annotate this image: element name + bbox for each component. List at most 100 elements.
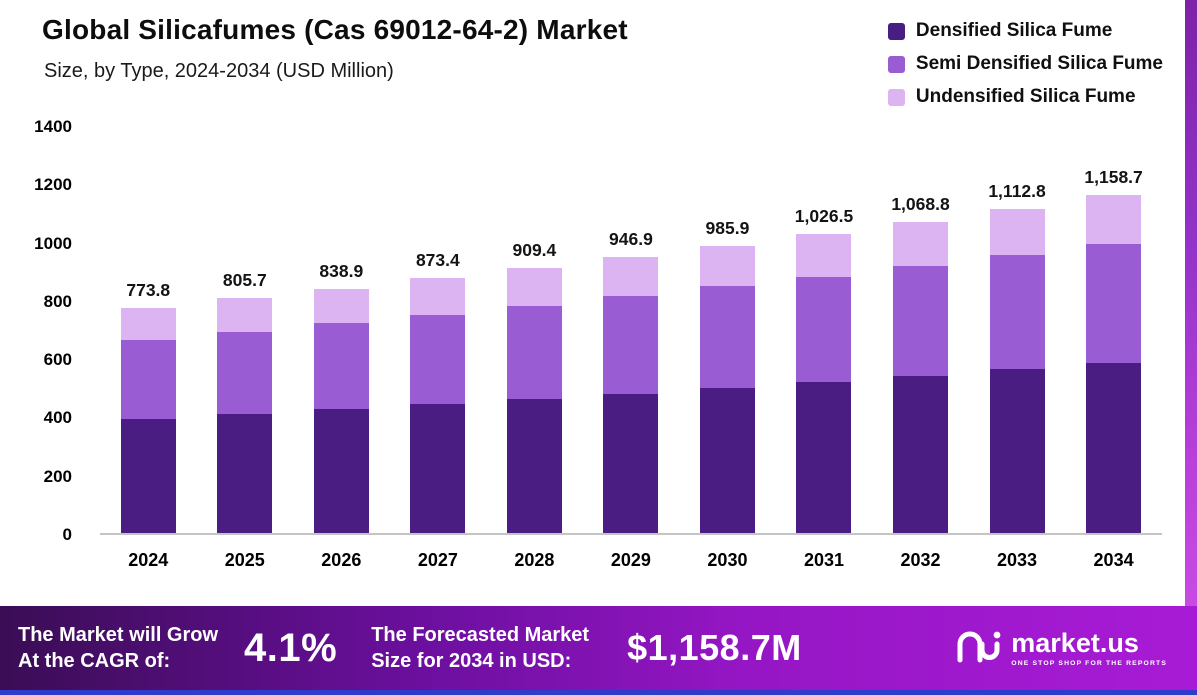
bar-segment-undensified-silica-fume (893, 221, 949, 267)
bar-column: 1,068.8 (891, 193, 950, 533)
bar-segment-undensified-silica-fume (1086, 195, 1142, 245)
bar-column: 805.7 (216, 270, 274, 533)
bar-stack (120, 307, 176, 533)
y-tick-label: 400 (43, 408, 72, 428)
bar-column: 909.4 (505, 240, 563, 533)
bar-total-label: 838.9 (319, 260, 364, 281)
y-axis: 0 200 400 600 800 1000 1200 1400 (0, 117, 72, 544)
legend-swatch (887, 22, 905, 40)
bar-total-label: 946.9 (609, 229, 653, 250)
bar-total-label: 773.8 (126, 279, 171, 300)
bar-segment-densified-silica-fume (893, 375, 949, 533)
page-subtitle: Size, by Type, 2024-2034 (USD Million) (44, 60, 394, 82)
bar-segment-semi-densified-silica-fume (1086, 244, 1142, 363)
bar-segment-undensified-silica-fume (989, 208, 1045, 255)
bar-segment-densified-silica-fume (313, 409, 369, 533)
bar-column: 873.4 (409, 250, 467, 533)
bar-segment-densified-silica-fume (1086, 362, 1142, 533)
legend-item: Densified Silica Fume (887, 20, 1113, 42)
bar-total-label: 985.9 (705, 217, 750, 238)
bar-column: 1,158.7 (1084, 167, 1143, 533)
marketus-logo-icon (955, 627, 1001, 670)
bar-segment-densified-silica-fume (217, 414, 273, 533)
bar-column: 1,112.8 (988, 181, 1046, 533)
bar-column: 1,026.5 (795, 206, 853, 533)
brand-text: market.us ONE STOP SHOP FOR THE REPORTS (1011, 629, 1167, 667)
bar-segment-semi-densified-silica-fume (989, 254, 1045, 370)
legend-label: Densified Silica Fume (915, 20, 1113, 41)
bar-segment-semi-densified-silica-fume (120, 339, 176, 420)
legend-label: Undensified Silica Fume (915, 86, 1136, 107)
x-axis: 2024 2025 2026 2027 2028 2029 2030 2031 2032 2033… (100, 550, 1162, 571)
x-tick-label: 2026 (321, 550, 362, 570)
bar-stack (796, 233, 852, 533)
bar-stack (1086, 195, 1142, 533)
x-tick-label: 2032 (900, 550, 941, 570)
legend-label: Semi Densified Silica Fume (915, 53, 1163, 74)
forecast-label: The Forecasted Market Size for 2034 in U… (371, 622, 589, 674)
bar-segment-densified-silica-fume (796, 382, 852, 533)
bar-segment-densified-silica-fume (699, 387, 755, 533)
bar-segment-densified-silica-fume (506, 399, 562, 533)
forecast-value: $1,158.7M (627, 627, 802, 668)
bar-total-label: 1,026.5 (794, 205, 854, 226)
footer-accent-strip (0, 690, 1197, 695)
stacked-bar-chart: 0 200 400 600 800 1000 1200 1400 773.8 805.7 838.… (0, 110, 1185, 580)
legend-item: Semi Densified Silica Fume (887, 53, 1163, 75)
x-tick-label: 2028 (514, 550, 555, 570)
brand-logo: market.us ONE STOP SHOP FOR THE REPORTS (955, 627, 1179, 670)
bar-stack (989, 208, 1045, 533)
bar-stack (217, 298, 273, 533)
bar-segment-semi-densified-silica-fume (506, 305, 562, 400)
bar-column: 838.9 (312, 261, 370, 533)
page-title: Global Silicafumes (Cas 69012-64-2) Mark… (42, 14, 628, 45)
bar-segment-semi-densified-silica-fume (893, 266, 949, 376)
bar-column: 985.9 (698, 218, 756, 533)
bar-total-label: 909.4 (512, 239, 557, 260)
bar-segment-undensified-silica-fume (410, 278, 466, 315)
bar-column: 946.9 (602, 229, 660, 533)
x-tick-label: 2031 (803, 550, 844, 570)
cagr-label: The Market will Grow At the CAGR of: (18, 622, 218, 674)
y-tick-label: 1000 (34, 233, 72, 253)
bar-segment-densified-silica-fume (989, 369, 1045, 533)
bar-segment-densified-silica-fume (410, 404, 466, 533)
plot-area: 773.8 805.7 838.9 873.4 909.4 946.9 985.9 1,026… (100, 127, 1162, 535)
legend-swatch (887, 88, 905, 106)
bar-segment-undensified-silica-fume (506, 267, 562, 306)
y-tick-label: 1200 (34, 175, 72, 195)
y-tick-label: 600 (43, 350, 72, 370)
bar-segment-undensified-silica-fume (217, 298, 273, 332)
bar-segment-semi-densified-silica-fume (603, 296, 659, 394)
legend: Densified Silica Fume Semi Densified Sili… (887, 20, 1163, 108)
bar-segment-semi-densified-silica-fume (699, 286, 755, 388)
cagr-label-line2: At the CAGR of: (18, 650, 171, 672)
bar-segment-semi-densified-silica-fume (410, 314, 466, 405)
bar-segment-densified-silica-fume (120, 419, 176, 533)
bar-segment-undensified-silica-fume (120, 307, 176, 340)
footer-banner: The Market will Grow At the CAGR of: 4.1… (0, 606, 1197, 690)
right-accent-strip (1185, 0, 1197, 606)
bar-stack (893, 221, 949, 533)
bar-segment-undensified-silica-fume (699, 245, 755, 287)
bar-segment-semi-densified-silica-fume (796, 276, 852, 383)
legend-item: Undensified Silica Fume (887, 86, 1136, 108)
bar-total-label: 1,112.8 (988, 180, 1046, 201)
bar-segment-densified-silica-fume (603, 393, 659, 533)
bar-segment-semi-densified-silica-fume (313, 323, 369, 410)
x-tick-label: 2029 (610, 550, 651, 570)
y-tick-label: 0 (62, 525, 72, 544)
bar-stack (313, 288, 369, 533)
x-tick-label: 2027 (417, 550, 458, 570)
x-tick-label: 2030 (707, 550, 748, 570)
x-tick-label: 2024 (128, 550, 169, 570)
bar-segment-semi-densified-silica-fume (217, 331, 273, 415)
brand-tagline: ONE STOP SHOP FOR THE REPORTS (1011, 659, 1167, 667)
bar-segment-undensified-silica-fume (313, 288, 369, 324)
x-tick-label: 2025 (224, 550, 265, 570)
bar-total-label: 1,068.8 (891, 193, 950, 214)
bar-total-label: 805.7 (222, 270, 267, 291)
cagr-value: 4.1% (244, 625, 338, 670)
legend-swatch (887, 55, 905, 73)
